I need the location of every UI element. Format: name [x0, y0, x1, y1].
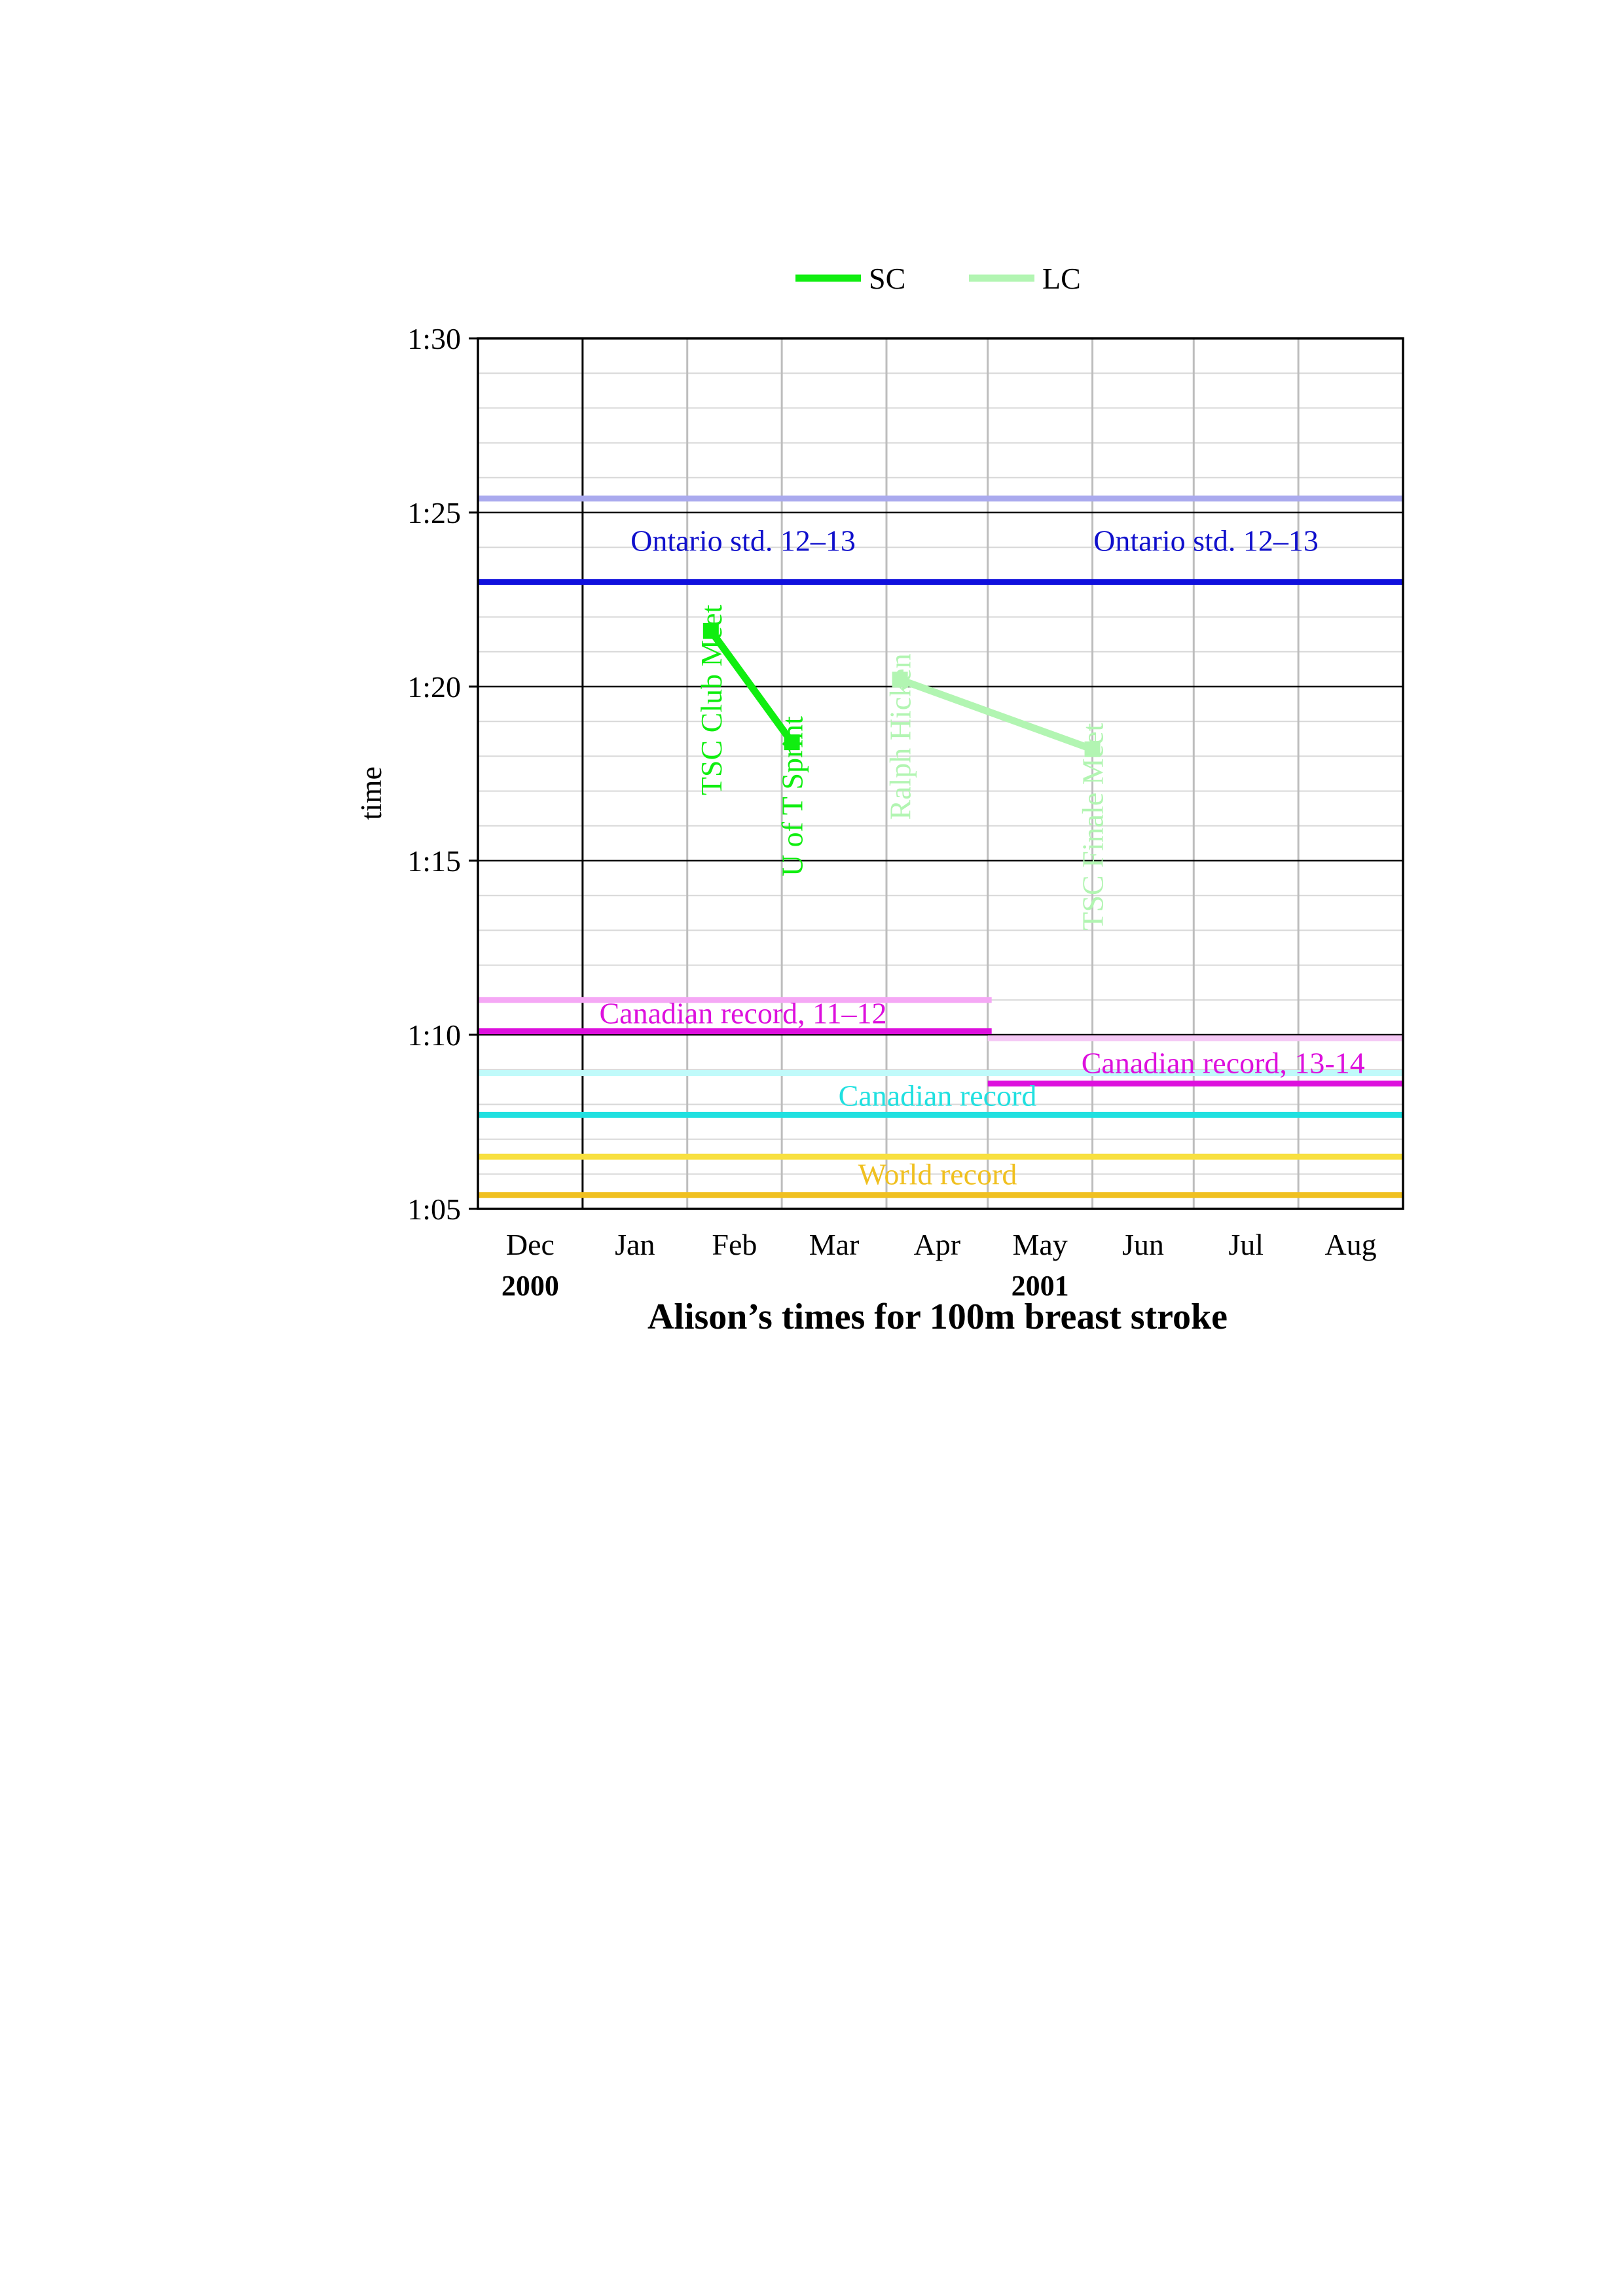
x-tick-label: Mar [809, 1228, 860, 1261]
legend-label: LC [1042, 262, 1081, 295]
data-point [784, 734, 800, 751]
x-tick-label: Jan [615, 1228, 655, 1261]
series: TSC Club Meet U of T Sprint Ralph Hicken TS… [695, 605, 1110, 931]
legend-label: SC [869, 262, 905, 295]
x-tick-label: May [1012, 1228, 1067, 1261]
reference-line-label: Canadian record, 13-14 [1082, 1046, 1365, 1079]
y-tick-label: 1:30 [407, 322, 461, 355]
x-tick-label: Apr [914, 1228, 961, 1261]
reference-line-label: Canadian record, 11–12 [600, 997, 887, 1030]
data-point [1084, 741, 1101, 757]
plot-frame [477, 337, 1404, 1210]
data-point-label: TSC Club Meet [695, 605, 728, 796]
series-line-sc [708, 628, 795, 745]
x-tick-label: Aug [1324, 1228, 1376, 1261]
x-year-label: 2000 [501, 1270, 559, 1302]
x-tick-label: Dec [506, 1228, 555, 1261]
y-tick-label: 1:05 [407, 1193, 461, 1226]
reference-lines: Ontario std. 12–13 Ontario std. 12–13 Cana… [478, 495, 1404, 1198]
data-point-label: TSC Finale Meet [1076, 723, 1110, 931]
reference-line-label: Canadian record [839, 1079, 1037, 1112]
data-point-label: Ralph Hicken [884, 653, 917, 819]
chart-title: Alison’s times for 100m breast stroke [647, 1297, 1228, 1337]
data-point [702, 622, 719, 639]
data-point-label: U of T Sprint [776, 716, 809, 876]
reference-line-label: World record [858, 1158, 1017, 1191]
series-line-lc [898, 676, 1094, 753]
y-tick-label: 1:20 [407, 670, 461, 704]
y-tick-label: 1:10 [407, 1018, 461, 1052]
data-point [892, 672, 908, 688]
x-tick-label: Jul [1228, 1228, 1264, 1261]
reference-line-label: Ontario std. 12–13 [630, 524, 856, 557]
axes: 1:05 1:10 1:15 1:20 1:25 1:30 Dec Jan Feb Mar Apr M… [407, 322, 1376, 1302]
x-year-label: 2001 [1012, 1270, 1069, 1302]
plot-border [477, 337, 1404, 1210]
x-tick-label: Jun [1122, 1228, 1164, 1261]
x-tick-label: Feb [712, 1228, 757, 1261]
y-axis-label: time [354, 766, 388, 820]
legend: SC LC [795, 262, 1081, 295]
y-tick-label: 1:15 [407, 844, 461, 878]
y-tick-label: 1:25 [407, 496, 461, 529]
reference-line-label: Ontario std. 12–13 [1093, 524, 1319, 557]
